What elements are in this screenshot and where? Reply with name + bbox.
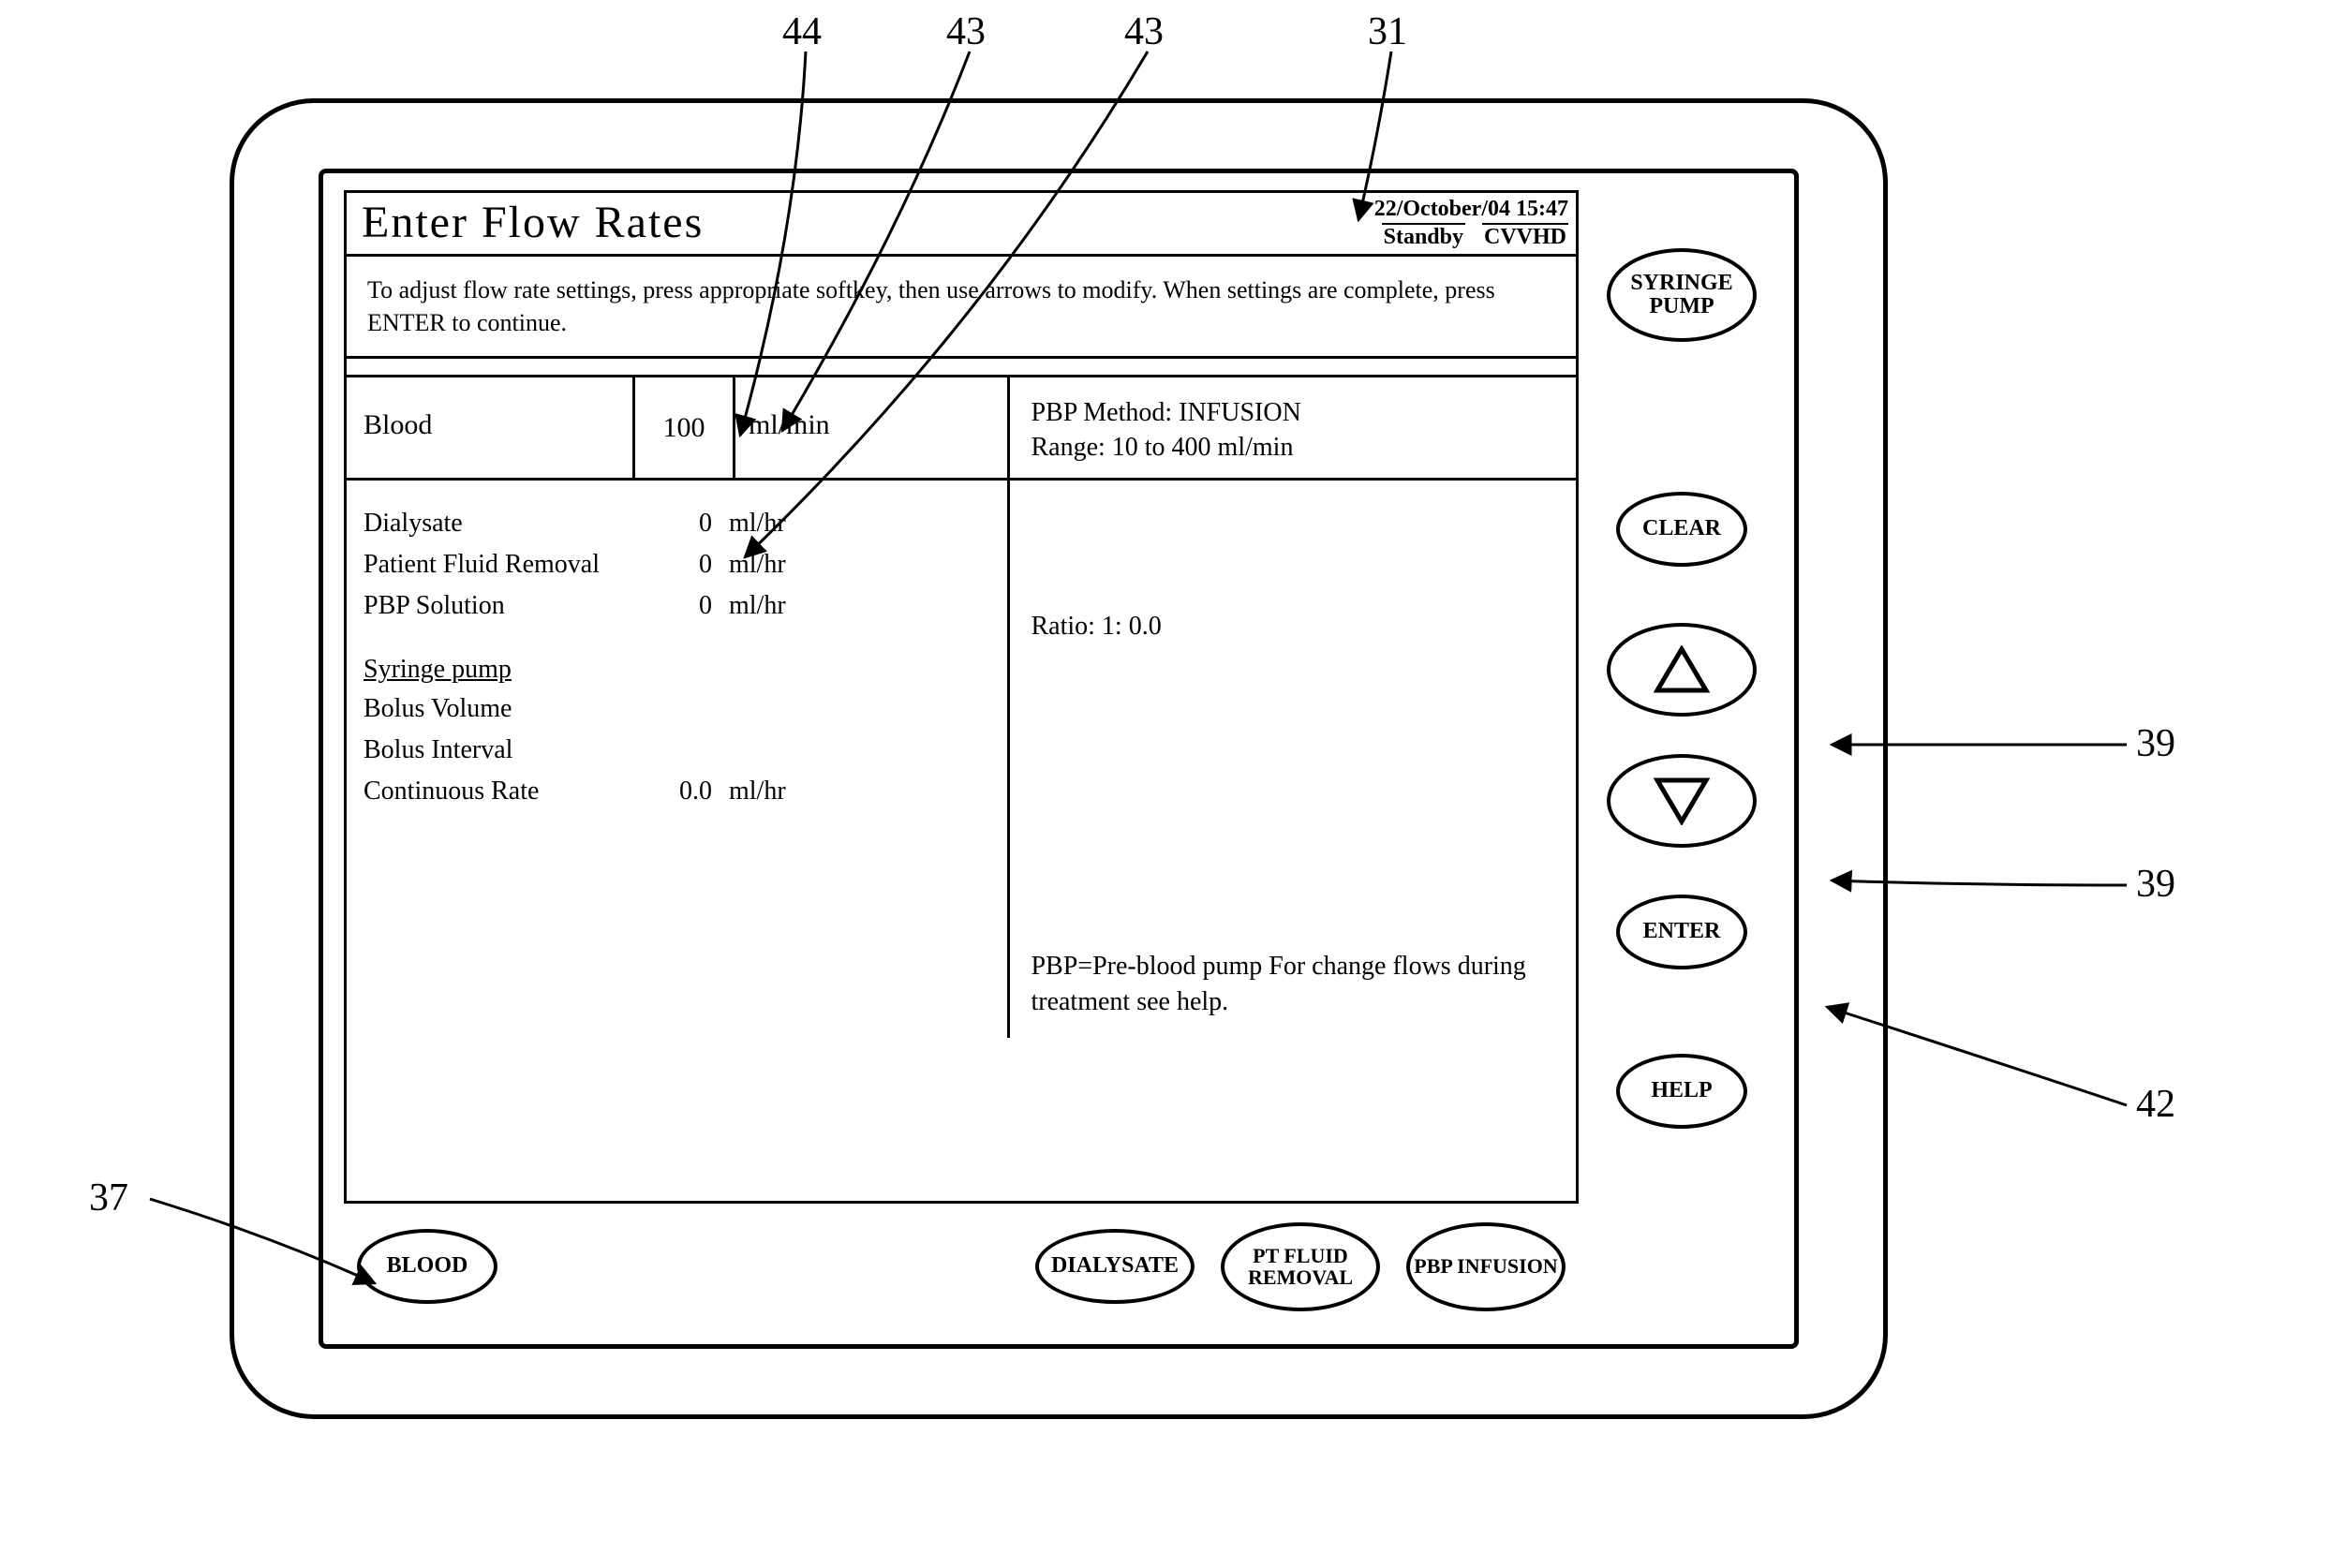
callout-37: 37 — [89, 1176, 128, 1220]
data-area: Blood 100 ml/min Dialysate 0 ml/hr Pa — [347, 377, 1576, 1038]
pbp-method-box: PBP Method: INFUSION Range: 10 to 400 ml… — [1010, 377, 1576, 481]
softkey-row: BLOOD DIALYSATE PT FLUID REMOVAL PBP INF… — [344, 1215, 1579, 1318]
rate-continuous: Continuous Rate 0.0 ml/hr — [364, 777, 990, 806]
rate-unit: ml/hr — [729, 591, 990, 621]
rate-label: Bolus Interval — [364, 735, 654, 765]
rate-unit — [729, 735, 990, 765]
callout-39a: 39 — [2136, 721, 2175, 766]
rate-bolus-interval: Bolus Interval — [364, 735, 990, 765]
rate-label: Dialysate — [364, 509, 654, 539]
blood-unit: ml/min — [735, 377, 1007, 478]
blood-value-cell[interactable]: 100 — [632, 377, 735, 478]
pbp-help-text: PBP=Pre-blood pump For change flows duri… — [1010, 939, 1576, 1039]
button-label: BLOOD — [387, 1254, 468, 1278]
syringe-pump-button[interactable]: SYRINGE PUMP — [1607, 248, 1757, 342]
screen: Enter Flow Rates 22/October/04 15:47 Sta… — [344, 190, 1579, 1204]
title-bar: Enter Flow Rates 22/October/04 15:47 Sta… — [347, 193, 1576, 257]
rate-pbp: PBP Solution 0 ml/hr — [364, 591, 990, 621]
data-right-column: PBP Method: INFUSION Range: 10 to 400 ml… — [1010, 377, 1576, 1038]
callout-31: 31 — [1368, 9, 1407, 54]
arrow-up-button[interactable] — [1607, 623, 1757, 717]
blood-row: Blood 100 ml/min — [347, 377, 1007, 481]
rate-unit: ml/hr — [729, 509, 990, 539]
rate-value — [654, 694, 729, 724]
button-label: ENTER — [1643, 920, 1721, 943]
dialysate-softkey[interactable]: DIALYSATE — [1035, 1229, 1195, 1304]
pbp-range-line: Range: 10 to 400 ml/min — [1031, 431, 1555, 465]
mode-label: CVVHD — [1482, 223, 1568, 251]
rate-bolus-volume: Bolus Volume — [364, 694, 990, 724]
rate-unit: ml/hr — [729, 550, 990, 580]
rate-value — [654, 735, 729, 765]
device-bezel-inner: Enter Flow Rates 22/October/04 15:47 Sta… — [319, 169, 1799, 1349]
button-label: PT FLUID REMOVAL — [1224, 1245, 1376, 1288]
rate-value: 0 — [654, 509, 729, 539]
callout-43a: 43 — [946, 9, 986, 54]
status-block: 22/October/04 15:47 Standby CVVHD — [1374, 197, 1568, 250]
rate-unit — [729, 694, 990, 724]
pt-fluid-removal-softkey[interactable]: PT FLUID REMOVAL — [1221, 1222, 1380, 1311]
blood-label: Blood — [347, 377, 632, 478]
rate-value: 0 — [654, 550, 729, 580]
callout-43b: 43 — [1124, 9, 1164, 54]
ratio-text: Ratio: 1: 0.0 — [1010, 481, 1576, 651]
callout-44: 44 — [782, 9, 822, 54]
device-bezel-outer: Enter Flow Rates 22/October/04 15:47 Sta… — [230, 98, 1888, 1419]
callout-39b: 39 — [2136, 862, 2175, 907]
rate-value: 0 — [654, 591, 729, 621]
rate-value: 0.0 — [654, 777, 729, 806]
pbp-infusion-softkey[interactable]: PBP INFUSION — [1406, 1222, 1566, 1311]
rate-label: PBP Solution — [364, 591, 654, 621]
button-label: PBP INFUSION — [1414, 1255, 1557, 1277]
arrow-down-button[interactable] — [1607, 754, 1757, 848]
button-label: HELP — [1651, 1079, 1712, 1102]
page-title: Enter Flow Rates — [362, 197, 704, 248]
help-button[interactable]: HELP — [1616, 1054, 1747, 1129]
button-label: CLEAR — [1642, 517, 1721, 540]
button-label: SYRINGE PUMP — [1610, 272, 1753, 318]
blood-softkey[interactable]: BLOOD — [357, 1229, 497, 1304]
spacer-row — [347, 359, 1576, 377]
rate-unit: ml/hr — [729, 777, 990, 806]
button-label: DIALYSATE — [1051, 1254, 1179, 1278]
datetime-label: 22/October/04 15:47 — [1374, 197, 1568, 223]
rate-label: Bolus Volume — [364, 694, 654, 724]
clear-button[interactable]: CLEAR — [1616, 492, 1747, 567]
pbp-method-line: PBP Method: INFUSION — [1031, 396, 1555, 430]
rate-pfr: Patient Fluid Removal 0 ml/hr — [364, 550, 990, 580]
data-left-column: Blood 100 ml/min Dialysate 0 ml/hr Pa — [347, 377, 1010, 1038]
rate-label: Continuous Rate — [364, 777, 654, 806]
triangle-down-icon — [1654, 777, 1710, 825]
rate-label: Patient Fluid Removal — [364, 550, 654, 580]
rates-block: Dialysate 0 ml/hr Patient Fluid Removal … — [347, 481, 1007, 827]
instructions-text: To adjust flow rate settings, press appr… — [347, 257, 1576, 359]
status-label: Standby — [1382, 223, 1465, 251]
callout-42: 42 — [2136, 1082, 2175, 1127]
triangle-up-icon — [1654, 645, 1710, 694]
enter-button[interactable]: ENTER — [1616, 895, 1747, 969]
side-button-column: SYRINGE PUMP CLEAR ENTER — [1597, 248, 1766, 1316]
syringe-pump-heading: Syringe pump — [364, 655, 990, 685]
rate-dialysate: Dialysate 0 ml/hr — [364, 509, 990, 539]
